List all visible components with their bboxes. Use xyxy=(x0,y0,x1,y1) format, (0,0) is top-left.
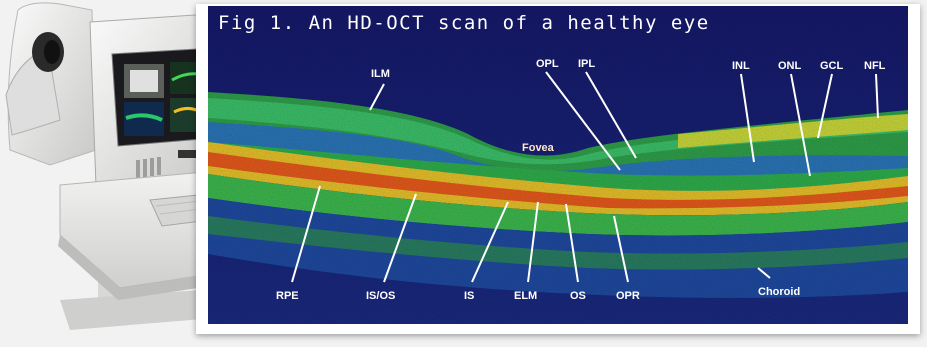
oct-scan-card: Fig 1. An HD-OCT scan of a healthy eye I… xyxy=(196,4,920,334)
label-onl: ONL xyxy=(778,60,802,72)
oct-scan-image: Fig 1. An HD-OCT scan of a healthy eye I… xyxy=(208,6,908,324)
label-is: IS xyxy=(464,290,475,302)
retina-layers-graphic xyxy=(208,6,908,324)
label-choroid: Choroid xyxy=(758,286,801,298)
label-opr: OPR xyxy=(616,290,640,302)
label-os: OS xyxy=(570,290,586,302)
figure-title: Fig 1. An HD-OCT scan of a healthy eye xyxy=(218,12,710,34)
label-rpe: RPE xyxy=(276,290,299,302)
label-gcl: GCL xyxy=(820,60,844,72)
label-fovea: Fovea xyxy=(522,142,554,154)
label-inl: INL xyxy=(732,60,750,72)
label-opl: OPL xyxy=(536,58,559,70)
label-ilm: ILM xyxy=(371,68,390,80)
label-is-os: IS/OS xyxy=(366,290,396,302)
label-ipl: IPL xyxy=(578,58,596,70)
label-nfl: NFL xyxy=(864,60,886,72)
label-elm: ELM xyxy=(514,290,538,302)
